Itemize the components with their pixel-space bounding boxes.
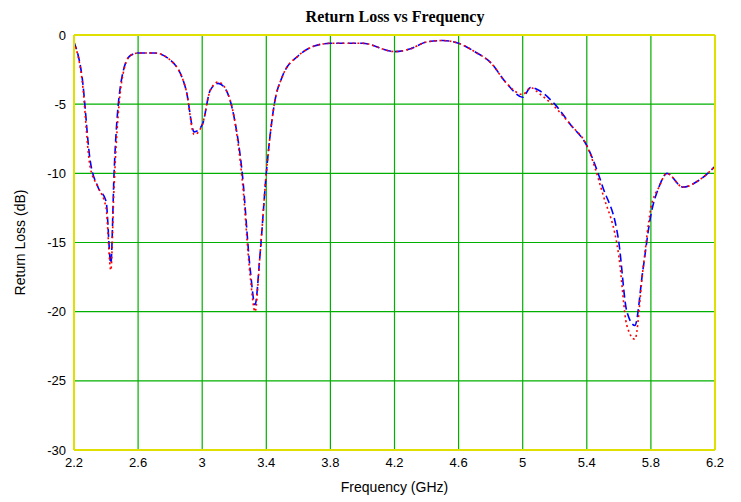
svg-text:2.2: 2.2: [65, 455, 83, 470]
svg-text:4.2: 4.2: [385, 455, 403, 470]
svg-text:-30: -30: [47, 443, 66, 458]
svg-text:Return Loss (dB): Return Loss (dB): [12, 190, 28, 296]
svg-text:3.4: 3.4: [257, 455, 275, 470]
svg-text:6.2: 6.2: [706, 455, 724, 470]
svg-text:2.6: 2.6: [129, 455, 147, 470]
svg-text:4.6: 4.6: [450, 455, 468, 470]
svg-text:-20: -20: [47, 304, 66, 319]
svg-text:5.8: 5.8: [642, 455, 660, 470]
svg-text:Frequency (GHz): Frequency (GHz): [341, 479, 448, 495]
svg-text:5: 5: [519, 455, 526, 470]
svg-text:-5: -5: [54, 97, 66, 112]
svg-text:5.4: 5.4: [578, 455, 596, 470]
svg-text:3.8: 3.8: [321, 455, 339, 470]
html-text:Return Loss vs Frequency: Return Loss vs Frequency: [305, 8, 485, 25]
svg-text:-25: -25: [47, 373, 66, 388]
svg-text:3: 3: [199, 455, 206, 470]
svg-text:-10: -10: [47, 166, 66, 181]
svg-text:0: 0: [59, 28, 66, 43]
svg-text:-15: -15: [47, 235, 66, 250]
